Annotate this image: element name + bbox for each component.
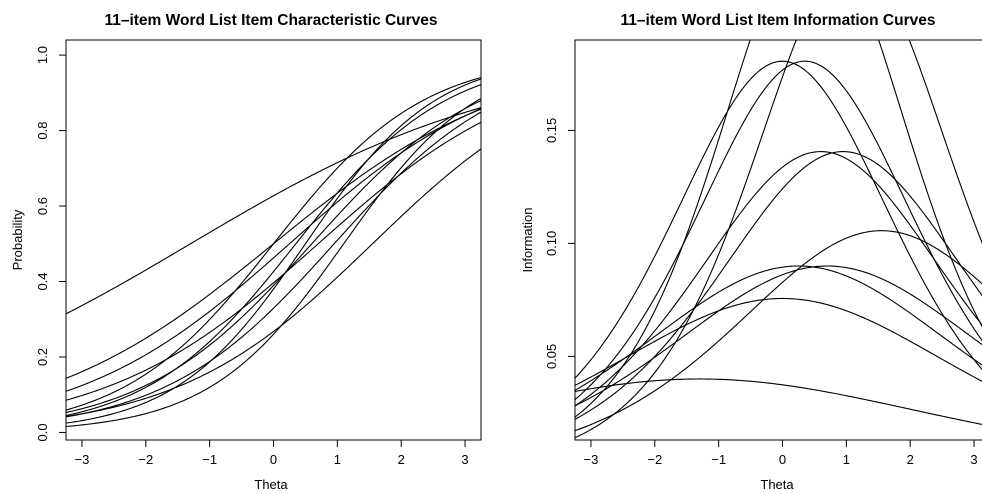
x-tick-label: 0 [779, 452, 786, 467]
x-tick-label: −3 [584, 452, 599, 467]
icc-curve-item-10 [66, 108, 481, 379]
x-tick-label: −1 [202, 452, 217, 467]
y-tick-label: 0.15 [544, 118, 559, 143]
iic-curves [575, 40, 982, 439]
iic-curve-item-9 [575, 265, 982, 407]
x-tick-label: 0 [270, 452, 277, 467]
iic-chart-title: 11–item Word List Item Information Curve… [621, 12, 936, 29]
iic-curve-item-3 [575, 40, 982, 418]
icc-curve-item-1 [66, 107, 481, 315]
y-tick-label: 0.10 [544, 231, 559, 256]
icc-curve-item-9 [66, 121, 481, 401]
y-tick-label: 0.4 [35, 272, 50, 290]
iic-x-axis-label: Theta [760, 477, 794, 492]
y-tick-label: 1.0 [35, 46, 50, 64]
icc-y-axis: 0.0 0.2 0.4 0.6 0.8 1.0 [35, 46, 66, 441]
iic-curve-item-5 [575, 151, 982, 407]
icc-plot-frame [65, 39, 482, 441]
iic-curve-item-6 [575, 60, 982, 400]
icc-curve-item-11 [66, 111, 481, 418]
iic-curve-item-8 [575, 230, 982, 432]
icc-curve-item-8 [66, 148, 481, 418]
iic-curve-item-11 [575, 151, 982, 420]
icc-x-axis: −3 −2 −1 0 1 2 3 [75, 440, 469, 467]
x-tick-label: −2 [138, 452, 153, 467]
iic-panel: 11–item Word List Item Information Curve… [520, 12, 982, 492]
iic-y-axis-label: Information [520, 207, 535, 272]
iic-curve-item-1 [575, 378, 982, 425]
icc-curve-item-5 [66, 100, 481, 414]
icc-curve-item-3 [66, 78, 481, 424]
x-tick-label: −2 [647, 452, 662, 467]
x-tick-label: 3 [970, 452, 977, 467]
iic-curve-item-2 [575, 60, 982, 379]
x-tick-label: 2 [398, 452, 405, 467]
iic-curve-item-7 [575, 265, 982, 391]
y-tick-label: 0.8 [35, 122, 50, 140]
x-tick-label: −1 [711, 452, 726, 467]
iic-curve-item-10 [575, 297, 982, 386]
x-tick-label: 1 [334, 452, 341, 467]
iic-y-axis: 0.05 0.10 0.15 [544, 118, 575, 369]
y-tick-label: 0.6 [35, 197, 50, 215]
y-tick-label: 0.2 [35, 348, 50, 366]
x-tick-label: −3 [75, 452, 90, 467]
x-tick-label: 3 [461, 452, 468, 467]
x-tick-label: 2 [907, 452, 914, 467]
icc-x-axis-label: Theta [254, 477, 288, 492]
icc-curve-item-6 [66, 84, 481, 417]
icc-curve-item-7 [66, 108, 481, 392]
icc-panel: 11–item Word List Item Characteristic Cu… [10, 12, 482, 492]
icc-curve-item-4 [66, 97, 481, 428]
y-tick-label: 0.0 [35, 423, 50, 441]
icc-curves [66, 76, 481, 428]
x-tick-label: 1 [843, 452, 850, 467]
iic-curve-item-4 [575, 40, 982, 439]
icc-chart-title: 11–item Word List Item Characteristic Cu… [104, 12, 437, 29]
y-tick-label: 0.05 [544, 344, 559, 369]
icc-y-axis-label: Probability [10, 209, 25, 270]
iic-x-axis: −3 −2 −1 0 1 2 3 [584, 440, 978, 467]
